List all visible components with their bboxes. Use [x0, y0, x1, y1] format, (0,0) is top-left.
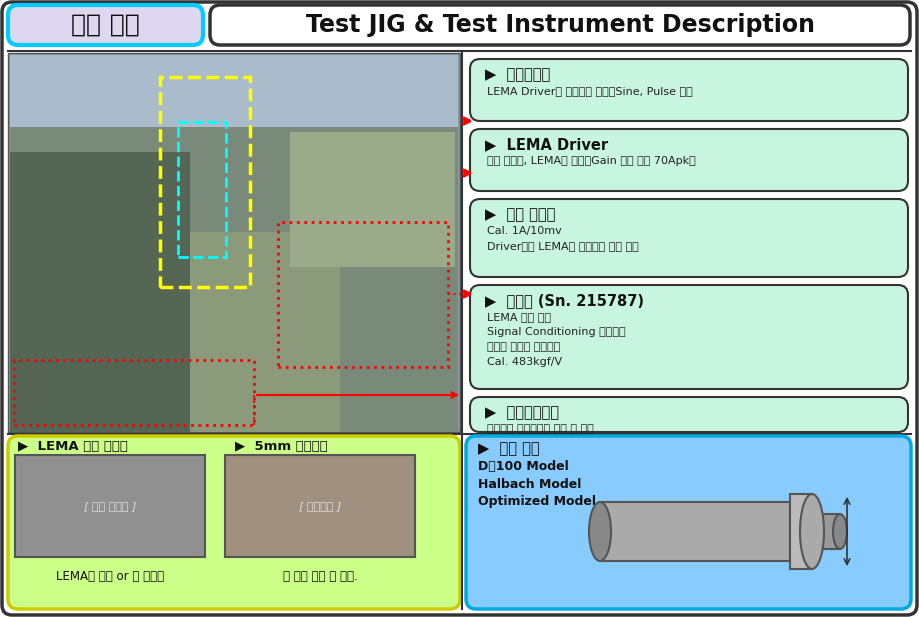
Text: 시험 구성: 시험 구성 [71, 13, 140, 37]
Bar [10, 127, 458, 432]
Text: ▶  전류 프로브: ▶ 전류 프로브 [485, 207, 555, 223]
Bar [10, 55, 458, 127]
Bar [290, 132, 455, 267]
Text: Optimized Model: Optimized Model [478, 494, 596, 508]
Text: Signal Conditioning 장비사용: Signal Conditioning 장비사용 [487, 327, 626, 337]
Text: LEMA를 고정 or 축 이동용: LEMA를 고정 or 축 이동용 [56, 571, 165, 584]
FancyBboxPatch shape [470, 199, 908, 277]
Text: ▶  로드셀 (Sn. 215787): ▶ 로드셀 (Sn. 215787) [485, 294, 644, 308]
Text: Test JIG & Test Instrument Description: Test JIG & Test Instrument Description [305, 13, 814, 37]
Bar [160, 77, 250, 287]
Text: 로드셀과 전류프로브 측정 및 저장: 로드셀과 전류프로브 측정 및 저장 [487, 424, 594, 434]
Text: ▶  LEMA 고정 지지대: ▶ LEMA 고정 지지대 [18, 441, 128, 453]
Ellipse shape [833, 514, 847, 549]
Ellipse shape [589, 502, 611, 561]
Ellipse shape [800, 494, 824, 569]
Bar [790, 494, 812, 569]
Text: ▶  시험 시편: ▶ 시험 시편 [478, 442, 539, 457]
Text: 전류 증폭기, LEMA에 입력（Gain 조절 가능 70Apk）: 전류 증폭기, LEMA에 입력（Gain 조절 가능 70Apk） [487, 156, 696, 166]
FancyBboxPatch shape [8, 5, 203, 45]
Text: LEMA 추력 측정: LEMA 추력 측정 [487, 312, 551, 322]
Text: Cal. 483kgf/V: Cal. 483kgf/V [487, 357, 562, 367]
Bar [600, 502, 790, 561]
Bar [15, 455, 205, 557]
Text: Cal. 1A/10mv: Cal. 1A/10mv [487, 226, 562, 236]
Text: D－100 Model: D－100 Model [478, 460, 569, 473]
Text: （제품 개발팀 개발품）: （제품 개발팀 개발품） [487, 342, 561, 352]
Text: ▶  함수발생기: ▶ 함수발생기 [485, 67, 550, 83]
Text: ▶  5mm 스페이서: ▶ 5mm 스페이서 [235, 441, 328, 453]
FancyBboxPatch shape [470, 397, 908, 432]
FancyBboxPatch shape [8, 436, 460, 609]
Text: LEMA Driver에 시험신호 입력（Sine, Pulse 등）: LEMA Driver에 시험신호 입력（Sine, Pulse 등） [487, 86, 693, 96]
Text: Driver에서 LEMA에 입력되는 전류 측정: Driver에서 LEMA에 입력되는 전류 측정 [487, 241, 639, 251]
Text: [ 스페이서 ]: [ 스페이서 ] [299, 501, 341, 511]
Text: Halbach Model: Halbach Model [478, 478, 582, 491]
FancyBboxPatch shape [466, 436, 911, 609]
FancyBboxPatch shape [470, 285, 908, 389]
Text: ▶  LEMA Driver: ▶ LEMA Driver [485, 138, 608, 152]
Bar [812, 514, 840, 549]
FancyBboxPatch shape [470, 59, 908, 121]
Bar [10, 152, 190, 432]
Bar [178, 122, 226, 257]
Bar [190, 232, 340, 432]
Text: [ 고정 지지대 ]: [ 고정 지지대 ] [84, 501, 136, 511]
Bar [8, 53, 460, 432]
Text: 축 위치 이동 시 이용.: 축 위치 이동 시 이용. [283, 571, 357, 584]
Bar [225, 455, 415, 557]
Text: ▶  오실로스코프: ▶ 오실로스코프 [485, 405, 559, 421]
FancyBboxPatch shape [470, 129, 908, 191]
Bar [14, 360, 254, 425]
Bar [278, 222, 448, 367]
FancyBboxPatch shape [210, 5, 910, 45]
